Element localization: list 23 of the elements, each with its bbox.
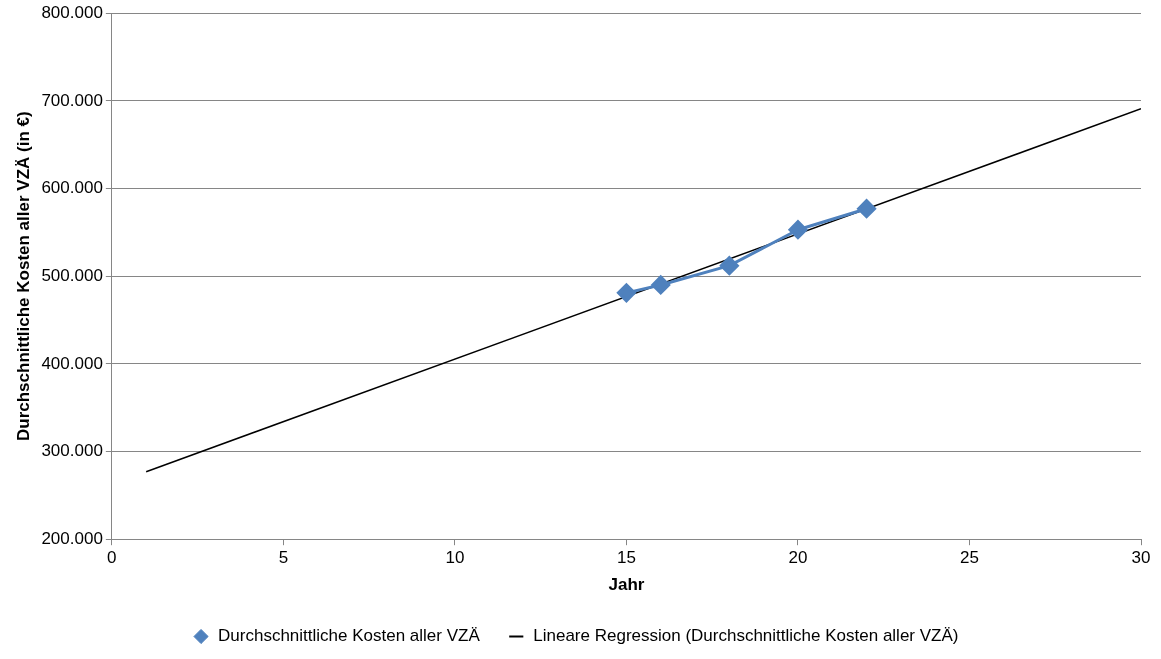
- point: [616, 283, 636, 303]
- legend-label: Lineare Regression (Durchschnittliche Kosten aller VZÄ): [533, 626, 959, 646]
- x-tick-label: 25: [960, 548, 979, 568]
- y-tick-label: 500.000: [41, 265, 103, 285]
- x-tick-label: 30: [1131, 548, 1151, 568]
- y-axis-title: Durchschnittliche Kosten aller VZÄ (in €): [13, 111, 33, 442]
- y-tick-label: 300.000: [41, 441, 103, 461]
- x-axis-title: Jahr: [608, 575, 645, 595]
- legend-label: Durchschnittliche Kosten aller VZÄ: [218, 626, 481, 646]
- y-tick-label: 200.000: [41, 528, 103, 548]
- point: [651, 275, 671, 295]
- y-tick-label: 600.000: [41, 178, 103, 198]
- x-tick-label: 15: [616, 548, 636, 568]
- x-tick-label: 5: [278, 548, 289, 568]
- y-tick-label: 400.000: [41, 353, 103, 373]
- y-tick-label: 700.000: [41, 90, 103, 110]
- point: [788, 220, 808, 240]
- x-tick-label: 20: [788, 548, 808, 568]
- point: [719, 256, 739, 276]
- y-tick-label: 800.000: [41, 2, 103, 22]
- x-tick-label: 10: [445, 548, 465, 568]
- point: [857, 199, 877, 219]
- x-tick-label: 0: [107, 548, 117, 568]
